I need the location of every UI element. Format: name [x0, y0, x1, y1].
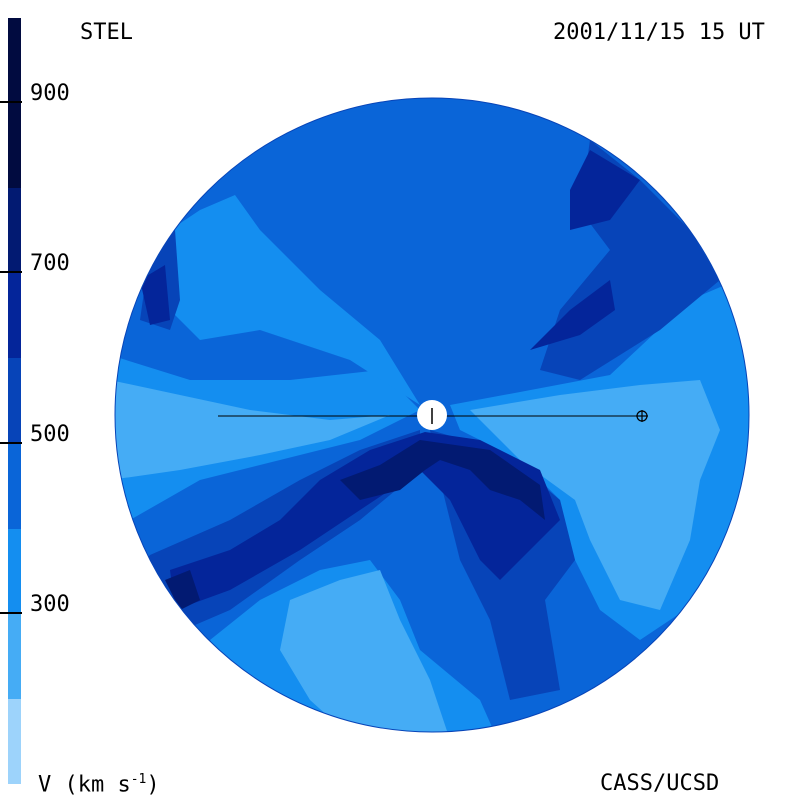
timestamp-label: 2001/11/15 15 UT: [553, 20, 765, 45]
variable-label-exponent: -1: [130, 772, 147, 787]
colorbar-tick-label-300: 300: [30, 592, 70, 617]
region-800-900-lower-left: [165, 570, 200, 610]
region-300-400-left: [115, 380, 390, 480]
variable-label-close: ): [146, 772, 160, 798]
colorbar-segment-800-900: [8, 188, 21, 274]
region-700-800-far-left: [140, 265, 170, 325]
colorbar-tick-label-700: 700: [30, 251, 70, 276]
region-700-800-upper-right: [570, 150, 640, 230]
region-400-500-upper-left: [160, 195, 420, 405]
region-300-400-bottom: [280, 570, 450, 732]
colorbar-segment-700-800: [8, 273, 21, 359]
credit-label: CASS/UCSD: [600, 771, 720, 796]
colorbar-tick-700: [0, 271, 22, 273]
colorbar-segment-300-400: [8, 613, 21, 699]
colorbar-segment-400-500: [8, 528, 21, 614]
earth-symbol: [636, 410, 648, 422]
velocity-colorbar: [8, 18, 21, 784]
colorbar-tick-label-500: 500: [30, 422, 70, 447]
colorbar-tick-900: [0, 101, 22, 103]
colorbar-tick-label-900: 900: [30, 81, 70, 106]
region-700-800-right-streak: [530, 280, 615, 350]
observatory-label: STEL: [80, 20, 133, 45]
velocity-field: [115, 98, 749, 732]
colorbar-segment-200-300: [8, 698, 21, 784]
variable-label-text: V (km s: [38, 772, 131, 798]
region-700-800-core: [170, 432, 560, 610]
colorbar-tick-500: [0, 442, 22, 444]
region-800-900-center: [340, 440, 545, 520]
colorbar-segment-600-700: [8, 358, 21, 444]
variable-label: V (km s-1): [38, 773, 160, 796]
map-boundary: [114, 97, 750, 733]
region-300-400-right: [470, 380, 720, 610]
colorbar-tick-300: [0, 612, 22, 614]
colorbar-segment-500-600: [8, 443, 21, 529]
colorbar-segment-900-1100: [8, 18, 21, 189]
